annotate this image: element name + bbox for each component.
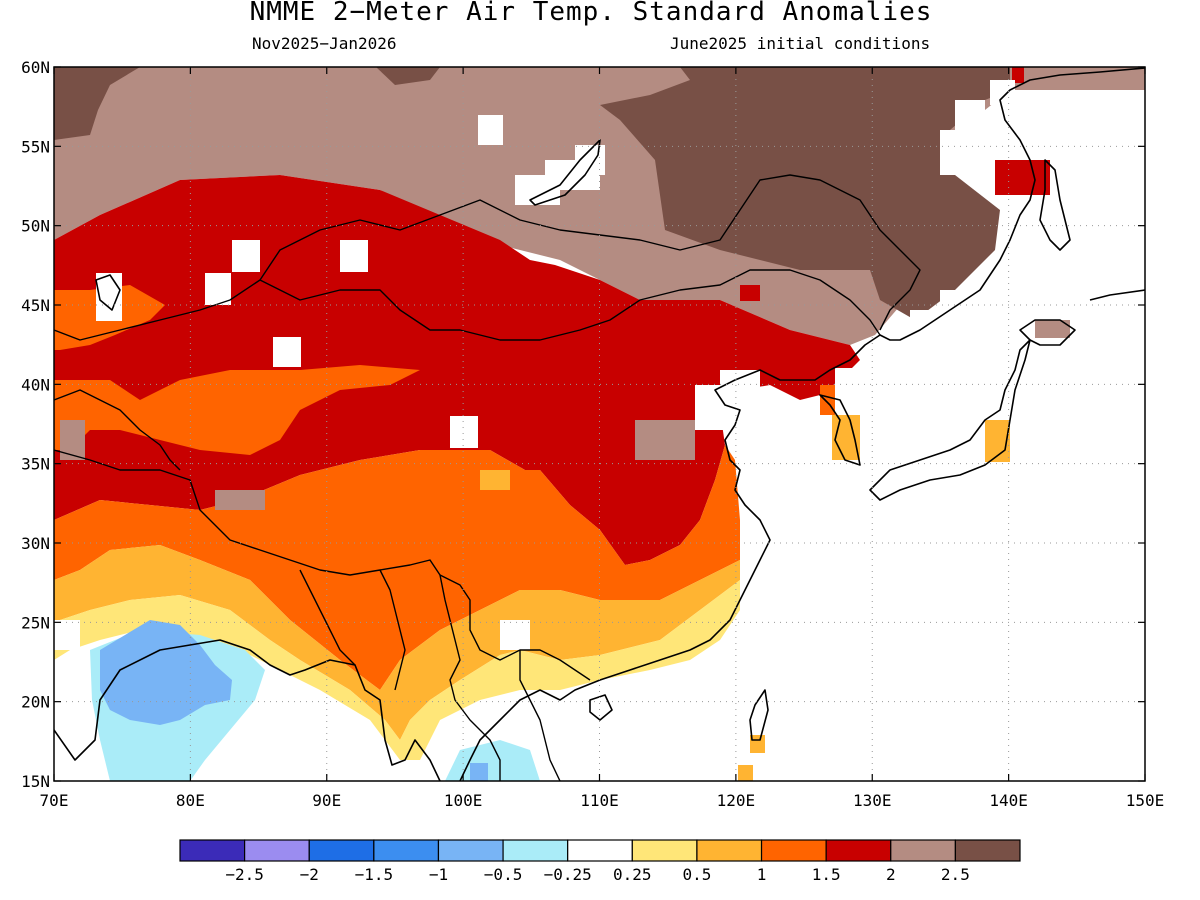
anomaly-region-red [54, 175, 860, 565]
colorbar-label: 2.5 [941, 865, 970, 884]
coastlines [54, 67, 1145, 781]
colorbar-label: 0.25 [613, 865, 652, 884]
anomaly-region-yellow [54, 580, 740, 760]
colorbar-label: −2.5 [225, 865, 264, 884]
colorbar-swatch [502, 839, 569, 862]
anomaly-region-brown-dark-n [376, 67, 440, 85]
country-borders [54, 174, 921, 781]
anomaly-cell-okhotsk [1012, 67, 1024, 83]
lon-label: 100E [444, 791, 483, 810]
colorbar-swatch [954, 839, 1021, 862]
colorbar-label: 1 [757, 865, 767, 884]
latitude-labels: 15N 20N 25N 30N 35N 40N 45N 50N 55N 60N [21, 58, 50, 791]
anomaly-region-gold [54, 545, 740, 740]
anomaly-cell-korea [832, 415, 860, 460]
lon-label: 70E [40, 791, 69, 810]
anomaly-cell-sichuan [480, 470, 510, 490]
longitude-labels: 70E 80E 90E 100E 110E 120E 130E 140E 150E [40, 791, 1165, 810]
lon-label: 110E [580, 791, 619, 810]
anomaly-region-blue [100, 620, 232, 725]
anomaly-field [54, 67, 1145, 781]
lat-label: 55N [21, 137, 50, 156]
colorbar-swatch [244, 839, 310, 862]
colorbar-swatch [760, 839, 827, 862]
anomaly-cell-sakhalin [995, 160, 1050, 195]
colorbar-label: −2 [300, 865, 319, 884]
gridlines [53, 66, 1146, 782]
lat-label: 40N [21, 375, 50, 394]
colorbar [179, 839, 1021, 862]
lat-label: 25N [21, 613, 50, 632]
anomaly-region-brown-dark-nw [54, 67, 140, 140]
lat-label: 15N [21, 772, 50, 791]
colorbar-label: 2 [886, 865, 896, 884]
colorbar-label: −0.25 [544, 865, 592, 884]
colorbar-swatch [373, 839, 440, 862]
colorbar-label: 1.5 [812, 865, 841, 884]
anomaly-cell-west [60, 420, 85, 460]
anomaly-cell-taiwan-south [738, 765, 753, 781]
lat-label: 60N [21, 58, 50, 77]
forecast-period: Nov2025−Jan2026 [252, 34, 397, 53]
lon-label: 80E [176, 791, 205, 810]
anomaly-cell-tibet [215, 490, 265, 510]
colorbar-swatch [696, 839, 763, 862]
lon-label: 90E [312, 791, 341, 810]
lat-label: 30N [21, 534, 50, 553]
anomaly-cell-blue [470, 763, 488, 781]
colorbar-swatch [631, 839, 698, 862]
anomaly-cell-hokkaido [1035, 320, 1070, 338]
map-title: NMME 2−Meter Air Temp. Standard Anomalie… [249, 0, 933, 27]
lat-label: 20N [21, 693, 50, 712]
anomaly-region-cyan-indochina [445, 740, 540, 781]
colorbar-labels: −2.5 −2 −1.5 −1 −0.5 −0.25 0.25 0.5 1 1.5 2 2.5 [225, 865, 969, 884]
colorbar-label: −0.5 [484, 865, 523, 884]
colorbar-label: −1.5 [355, 865, 394, 884]
lat-label: 50N [21, 217, 50, 236]
colorbar-label: 0.5 [682, 865, 711, 884]
lon-label: 130E [853, 791, 892, 810]
anomaly-cell-central-china [635, 420, 695, 460]
colorbar-label: −1 [429, 865, 448, 884]
lat-label: 35N [21, 455, 50, 474]
lon-label: 150E [1126, 791, 1165, 810]
colorbar-swatch [179, 839, 246, 862]
lat-label: 45N [21, 296, 50, 315]
lon-label: 120E [717, 791, 756, 810]
colorbar-swatch [825, 839, 892, 862]
initial-conditions: June2025 initial conditions [670, 34, 931, 53]
colorbar-swatch [308, 839, 375, 862]
lon-label: 140E [989, 791, 1028, 810]
colorbar-swatch [567, 839, 633, 862]
masked-cells [54, 80, 1015, 650]
colorbar-swatch [437, 839, 504, 862]
anomaly-cell-inner-mongolia [740, 285, 760, 301]
anomaly-region-orange [54, 285, 740, 690]
colorbar-swatch [890, 839, 956, 862]
